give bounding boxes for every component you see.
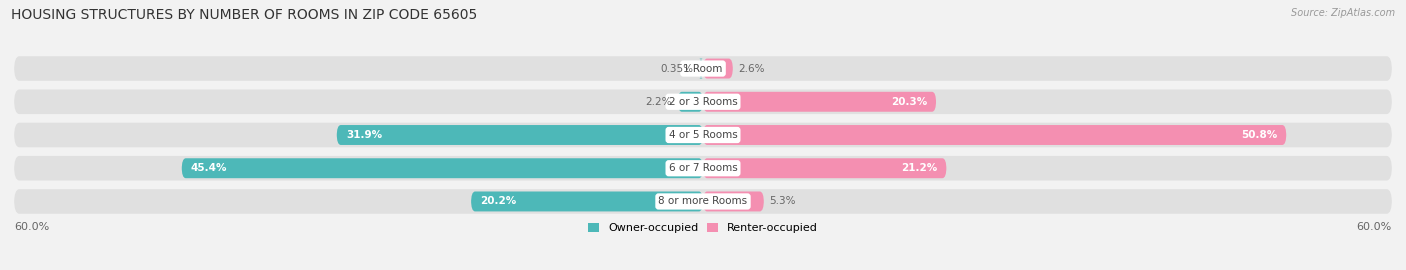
FancyBboxPatch shape	[14, 89, 1392, 114]
FancyBboxPatch shape	[703, 158, 946, 178]
FancyBboxPatch shape	[703, 59, 733, 79]
Text: 21.2%: 21.2%	[901, 163, 938, 173]
FancyBboxPatch shape	[699, 59, 703, 79]
Text: 50.8%: 50.8%	[1241, 130, 1277, 140]
Legend: Owner-occupied, Renter-occupied: Owner-occupied, Renter-occupied	[585, 220, 821, 237]
FancyBboxPatch shape	[14, 189, 1392, 214]
Text: HOUSING STRUCTURES BY NUMBER OF ROOMS IN ZIP CODE 65605: HOUSING STRUCTURES BY NUMBER OF ROOMS IN…	[11, 8, 478, 22]
Text: 60.0%: 60.0%	[14, 222, 49, 232]
Text: Source: ZipAtlas.com: Source: ZipAtlas.com	[1291, 8, 1395, 18]
Text: 2.6%: 2.6%	[738, 63, 765, 73]
Text: 1 Room: 1 Room	[683, 63, 723, 73]
FancyBboxPatch shape	[703, 125, 1286, 145]
Text: 20.3%: 20.3%	[890, 97, 927, 107]
Text: 5.3%: 5.3%	[769, 197, 796, 207]
Text: 6 or 7 Rooms: 6 or 7 Rooms	[669, 163, 737, 173]
Text: 2 or 3 Rooms: 2 or 3 Rooms	[669, 97, 737, 107]
Text: 4 or 5 Rooms: 4 or 5 Rooms	[669, 130, 737, 140]
FancyBboxPatch shape	[703, 191, 763, 211]
Text: 2.2%: 2.2%	[645, 97, 672, 107]
FancyBboxPatch shape	[14, 123, 1392, 147]
Text: 20.2%: 20.2%	[481, 197, 516, 207]
FancyBboxPatch shape	[336, 125, 703, 145]
FancyBboxPatch shape	[14, 156, 1392, 181]
Text: 0.35%: 0.35%	[661, 63, 693, 73]
Text: 31.9%: 31.9%	[346, 130, 382, 140]
FancyBboxPatch shape	[678, 92, 703, 112]
FancyBboxPatch shape	[471, 191, 703, 211]
Text: 8 or more Rooms: 8 or more Rooms	[658, 197, 748, 207]
Text: 45.4%: 45.4%	[191, 163, 228, 173]
Text: 60.0%: 60.0%	[1357, 222, 1392, 232]
FancyBboxPatch shape	[181, 158, 703, 178]
FancyBboxPatch shape	[703, 92, 936, 112]
FancyBboxPatch shape	[14, 56, 1392, 81]
